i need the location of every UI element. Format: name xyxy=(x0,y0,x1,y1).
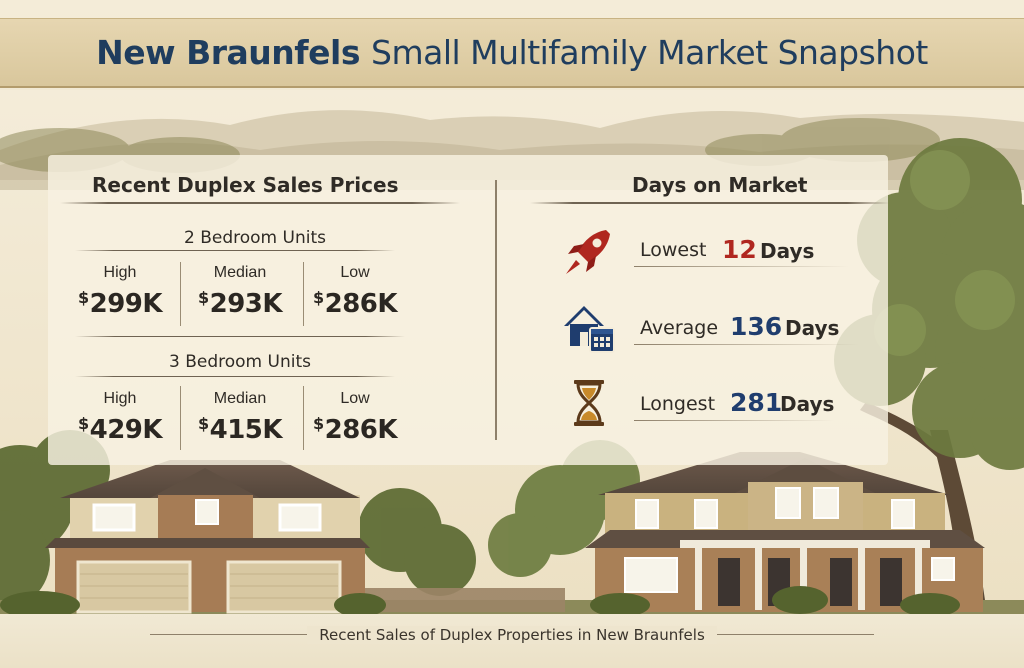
group-rule-2br xyxy=(75,250,395,251)
footer: Recent Sales of Duplex Properties in New… xyxy=(0,614,1024,668)
price-label: Low xyxy=(340,264,370,281)
price-value: $286K xyxy=(312,288,398,319)
dom-label-longest: Longest xyxy=(640,393,716,415)
price-label: Median xyxy=(213,390,267,407)
duplex-house-left xyxy=(45,460,370,614)
dom-row-longest: Longest 281 Days xyxy=(560,376,860,426)
content-panel xyxy=(48,155,888,465)
title-banner: New Braunfels Small Multifamily Market S… xyxy=(0,18,1024,88)
price-cell-3br-low: Low $286K xyxy=(295,390,415,445)
dom-label-lowest: Lowest xyxy=(640,239,707,261)
duplex-house-right xyxy=(585,452,985,612)
dom-row-lowest: Lowest 12 Days xyxy=(560,224,860,274)
price-cell-3br-high: High $429K xyxy=(60,390,180,445)
cell-separator xyxy=(180,386,181,450)
price-value: $415K xyxy=(197,414,283,445)
price-value: $293K xyxy=(197,288,283,319)
price-value: $299K xyxy=(77,288,163,319)
cell-separator xyxy=(180,262,181,326)
group-rule-3br xyxy=(75,376,395,377)
column-divider xyxy=(495,180,497,440)
dom-unit-longest: Days xyxy=(780,392,835,416)
price-label: Median xyxy=(213,264,267,281)
dom-unit-average: Days xyxy=(785,316,840,340)
dom-row-rule xyxy=(634,344,859,345)
dom-heading: Days on Market xyxy=(632,173,808,197)
footer-caption: Recent Sales of Duplex Properties in New… xyxy=(0,626,1024,644)
price-label: High xyxy=(103,390,137,407)
price-label: High xyxy=(103,264,137,281)
dom-label-average: Average xyxy=(640,317,719,339)
group-label-2br: 2 Bedroom Units xyxy=(184,228,326,248)
price-cell-2br-low: Low $286K xyxy=(295,264,415,319)
group-rule-top-3br xyxy=(75,336,405,337)
price-label: Low xyxy=(340,390,370,407)
dom-row-average: Average 136 Days xyxy=(560,300,860,353)
cell-separator xyxy=(303,386,304,450)
dom-value-lowest: 12 xyxy=(722,235,757,264)
house-calendar-icon xyxy=(564,306,615,353)
dom-value-average: 136 xyxy=(730,312,783,341)
cell-separator xyxy=(303,262,304,326)
dom-row-rule xyxy=(634,420,834,421)
price-value: $429K xyxy=(77,414,163,445)
sales-heading: Recent Duplex Sales Prices xyxy=(92,173,399,197)
footer-text: Recent Sales of Duplex Properties in New… xyxy=(307,626,717,644)
dom-unit-lowest: Days xyxy=(760,239,815,263)
price-cell-2br-high: High $299K xyxy=(60,264,180,319)
group-label-3br: 3 Bedroom Units xyxy=(169,352,311,372)
dom-value-longest: 281 xyxy=(730,388,783,417)
page-title: New Braunfels Small Multifamily Market S… xyxy=(96,33,928,72)
title-city: New Braunfels xyxy=(96,33,360,72)
price-value: $286K xyxy=(312,414,398,445)
dom-heading-rule xyxy=(530,202,890,204)
dom-row-rule xyxy=(634,266,849,267)
hourglass-icon xyxy=(574,380,604,426)
sales-heading-rule xyxy=(60,202,460,204)
price-cell-2br-median: Median $293K xyxy=(180,264,300,319)
price-cell-3br-median: Median $415K xyxy=(180,390,300,445)
rocket-icon xyxy=(566,230,610,274)
title-subtitle: Small Multifamily Market Snapshot xyxy=(371,33,928,72)
